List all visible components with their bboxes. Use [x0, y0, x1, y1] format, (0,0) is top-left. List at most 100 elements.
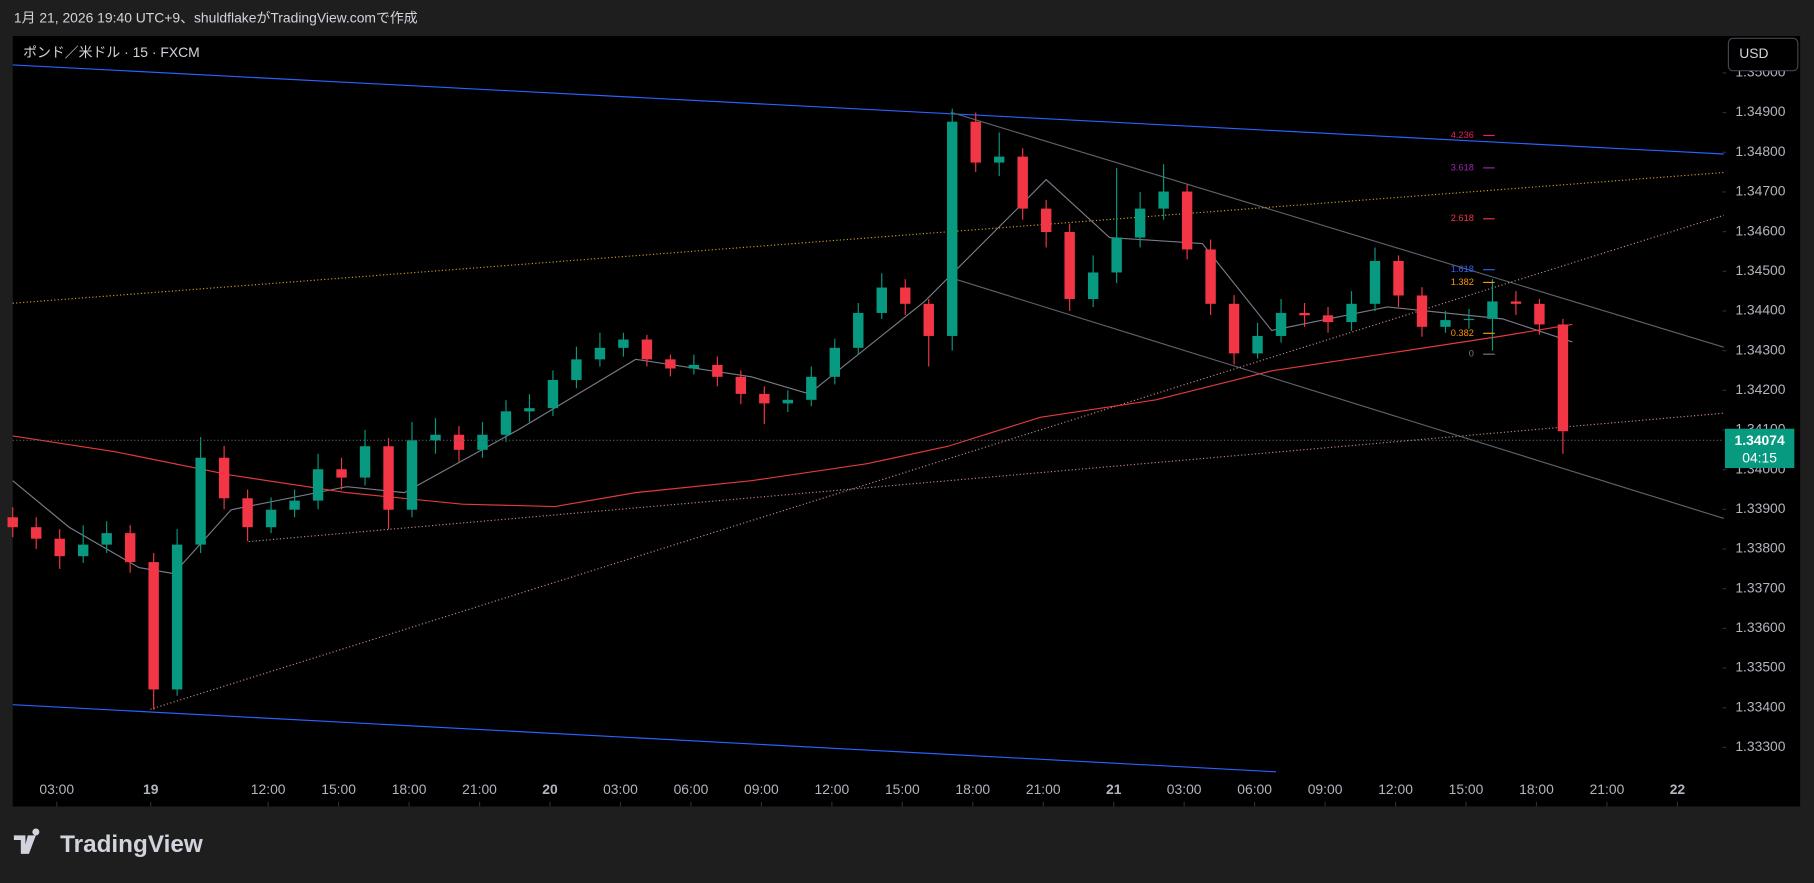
candle-body	[571, 359, 582, 380]
candle-body	[1087, 272, 1099, 300]
candle-body	[148, 562, 159, 690]
x-tick-label: 20	[542, 781, 558, 797]
plot: 1.33300 1.33400 1.33500 1.33600 1.33700 1.338…	[7, 64, 1795, 807]
candle-body	[1158, 191, 1169, 209]
candle-body	[735, 376, 747, 394]
x-tick-label: 15:00	[885, 781, 920, 797]
y-tick-label: 1.34600	[1735, 222, 1785, 238]
candle-body	[477, 434, 488, 450]
y-tick-label: 1.33400	[1735, 698, 1785, 714]
x-tick-label: 03:00	[1167, 781, 1202, 797]
candle-body	[665, 359, 676, 369]
fib-label: 0	[1469, 349, 1474, 359]
x-tick-label: 22	[1670, 781, 1686, 797]
candle-body	[101, 533, 112, 545]
x-tick-label: 09:00	[1308, 781, 1343, 797]
candle-body	[547, 379, 559, 409]
candle-body	[54, 538, 65, 557]
logo: TradingView	[13, 828, 203, 858]
x-tick-label: 03:00	[603, 781, 638, 797]
candle-body	[1228, 303, 1240, 354]
candle-body	[947, 121, 958, 336]
candle-body	[759, 393, 770, 404]
candle-body	[406, 440, 418, 510]
candle-body	[453, 434, 465, 450]
fib-label: 1.618	[1451, 264, 1474, 274]
trend-line	[150, 214, 1724, 710]
candle-body	[359, 446, 371, 478]
candle-body	[1487, 301, 1498, 319]
candle-body	[218, 457, 230, 499]
candle-body	[500, 411, 512, 435]
candle-body	[688, 364, 700, 369]
candle-body	[430, 434, 441, 441]
currency-label: USD	[1739, 45, 1768, 61]
candle-body	[782, 399, 794, 404]
x-tick-label: 21:00	[462, 781, 497, 797]
candle-body	[312, 469, 324, 501]
candle-body	[1369, 260, 1381, 304]
currency-button[interactable]	[1727, 37, 1799, 72]
moving-average	[12, 178, 1573, 575]
last-price-label: 1.34074	[1735, 432, 1785, 448]
x-tick-label: 12:00	[1378, 781, 1413, 797]
candle-body	[923, 303, 934, 336]
x-tick-label: 12:00	[251, 781, 286, 797]
candle-body	[1416, 295, 1428, 327]
candle-body	[1205, 249, 1216, 304]
x-tick-label: 03:00	[39, 781, 74, 797]
y-tick-label: 1.33300	[1735, 738, 1785, 754]
candle-body	[641, 339, 653, 360]
trend-line	[950, 111, 1724, 348]
candle-body	[853, 312, 864, 348]
symbol-title: ポンド／米ドル · 15 · FXCM	[23, 44, 200, 60]
candle-body	[1440, 320, 1451, 327]
candle-body	[31, 527, 42, 539]
y-tick-label: 1.33600	[1735, 619, 1785, 635]
x-tick-label: 06:00	[1237, 781, 1272, 797]
candle-body	[594, 347, 606, 360]
candle-body	[1064, 232, 1075, 300]
y-tick-label: 1.34900	[1735, 103, 1785, 119]
channel-line	[12, 704, 1277, 773]
candle-body	[1252, 335, 1263, 354]
candle-body	[1017, 156, 1028, 209]
fib-label: 0.382	[1451, 328, 1474, 338]
candle-body	[242, 498, 253, 528]
candle-body	[1111, 237, 1122, 273]
drawings	[12, 64, 1724, 773]
channel-line	[12, 64, 1724, 155]
x-tick-label: 21:00	[1590, 781, 1625, 797]
candle-body	[1534, 303, 1545, 325]
candle-body	[829, 347, 840, 377]
fib-label: 2.618	[1451, 213, 1474, 223]
y-tick-label: 1.33900	[1735, 500, 1785, 516]
trend-line	[248, 412, 1724, 543]
candle-body	[1299, 312, 1310, 316]
y-tick-label: 1.33500	[1735, 659, 1785, 675]
y-tick-label: 1.33700	[1735, 579, 1785, 595]
countdown-label: 04:15	[1742, 449, 1777, 465]
candle-body	[195, 457, 206, 545]
candle-body	[7, 517, 18, 528]
y-tick-label: 1.34400	[1735, 302, 1785, 318]
y-tick-label: 1.33800	[1735, 540, 1785, 556]
candle-body	[1322, 315, 1334, 323]
candle-body	[1040, 208, 1052, 233]
candle-body	[993, 156, 1005, 163]
candle-body	[1181, 191, 1193, 250]
chart-area	[12, 36, 1801, 807]
y-tick-label: 1.34700	[1735, 183, 1785, 199]
candle-body	[970, 121, 981, 163]
x-tick-label: 15:00	[1449, 781, 1484, 797]
logo-mark	[13, 828, 40, 854]
x-tick-label: 12:00	[814, 781, 849, 797]
candle-body	[712, 364, 723, 377]
candle-body	[1393, 260, 1404, 296]
x-tick-label: 21	[1106, 781, 1122, 797]
fib-label: 4.236	[1451, 130, 1474, 140]
candle-body	[1557, 324, 1569, 432]
candle-body	[265, 509, 277, 528]
candle-body	[1134, 208, 1146, 238]
